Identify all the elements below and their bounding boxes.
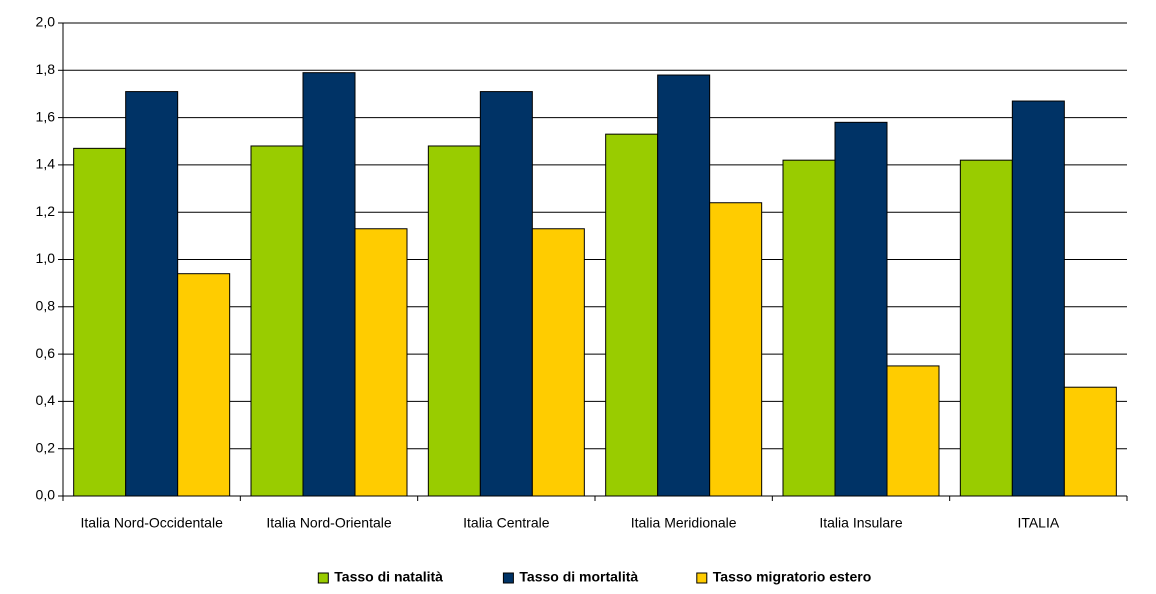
y-tick-label: 1,6	[36, 108, 56, 124]
legend-swatch	[502, 572, 514, 584]
x-tick-label: Italia Insulare	[819, 515, 902, 531]
bar	[177, 273, 231, 497]
y-tick-label: 0,6	[36, 345, 56, 361]
bar	[834, 121, 888, 497]
bar	[427, 145, 481, 497]
bar	[1011, 100, 1065, 497]
bar	[250, 145, 304, 497]
legend-label: Tasso migratorio estero	[713, 569, 871, 585]
y-tick-label: 1,4	[36, 156, 56, 172]
bar	[1063, 386, 1117, 497]
y-tick-label: 1,0	[36, 250, 56, 266]
x-tick-label: ITALIA	[1017, 515, 1059, 531]
y-tick-label: 0,8	[36, 298, 56, 314]
bar	[657, 74, 711, 497]
bar	[354, 228, 408, 497]
bar	[709, 202, 763, 497]
y-tick-label: 1,2	[36, 203, 56, 219]
bar	[302, 72, 356, 497]
x-tick-label: Italia Nord-Orientale	[266, 515, 391, 531]
y-tick-label: 0,2	[36, 439, 56, 455]
legend: Tasso di natalità Tasso di mortalità Tasso…	[317, 569, 871, 585]
legend-label: Tasso di mortalità	[519, 569, 638, 585]
y-tick-label: 2,0	[36, 14, 56, 30]
legend-swatch	[696, 572, 708, 584]
legend-swatch	[317, 572, 329, 584]
bar	[125, 91, 179, 497]
bar	[886, 365, 940, 497]
bar	[479, 91, 533, 497]
bar	[782, 159, 836, 497]
x-tick-label: Italia Centrale	[463, 515, 550, 531]
bar	[531, 228, 585, 497]
y-tick-label: 0,4	[36, 392, 56, 408]
x-tick-label: Italia Nord-Occidentale	[80, 515, 223, 531]
x-tick-label: Italia Meridionale	[631, 515, 737, 531]
y-tick-label: 0,0	[36, 487, 56, 503]
bar	[73, 147, 127, 497]
bar	[959, 159, 1013, 497]
bar	[605, 133, 659, 497]
legend-label: Tasso di natalità	[334, 569, 443, 585]
y-tick-label: 1,8	[36, 61, 56, 77]
